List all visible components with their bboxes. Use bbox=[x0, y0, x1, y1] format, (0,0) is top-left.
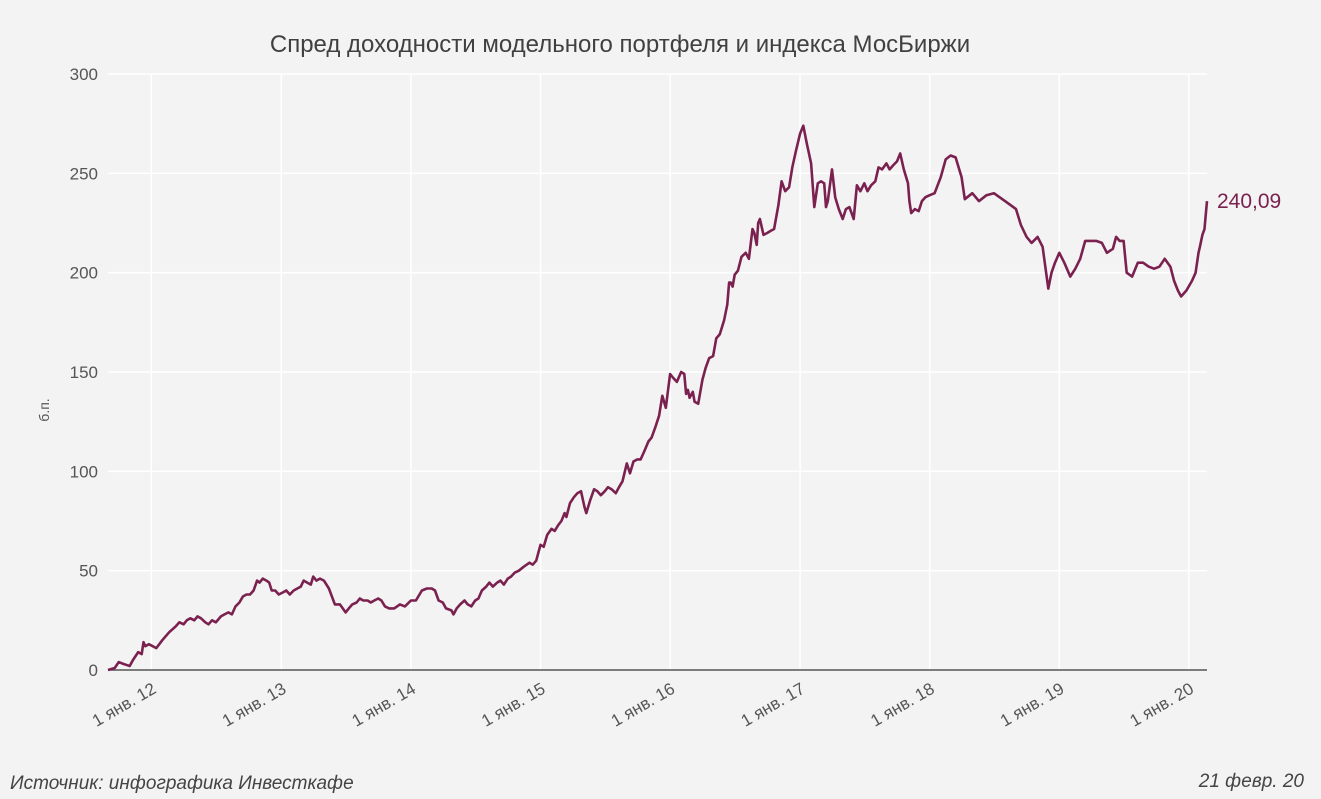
y-axis-ticks: 0 50 100 150 200 250 300 bbox=[70, 65, 98, 680]
y-tick-label: 0 bbox=[89, 661, 98, 680]
grid bbox=[108, 73, 1207, 670]
y-tick-label: 100 bbox=[70, 462, 98, 481]
report-date: 21 февр. 20 bbox=[1198, 771, 1305, 792]
series-line bbox=[107, 124, 1209, 672]
y-tick-label: 50 bbox=[79, 562, 98, 581]
y-tick-label: 250 bbox=[70, 164, 98, 183]
y-tick-label: 200 bbox=[70, 264, 98, 283]
chart-title: Спред доходности модельного портфеля и и… bbox=[270, 31, 970, 58]
series-end-label: 240,09 bbox=[1217, 190, 1281, 213]
y-tick-label: 300 bbox=[70, 65, 98, 84]
y-axis-label: б.п. bbox=[36, 398, 52, 421]
source-note: Источник: инфографика Инвесткафе bbox=[10, 773, 354, 794]
y-tick-label: 150 bbox=[70, 363, 98, 382]
